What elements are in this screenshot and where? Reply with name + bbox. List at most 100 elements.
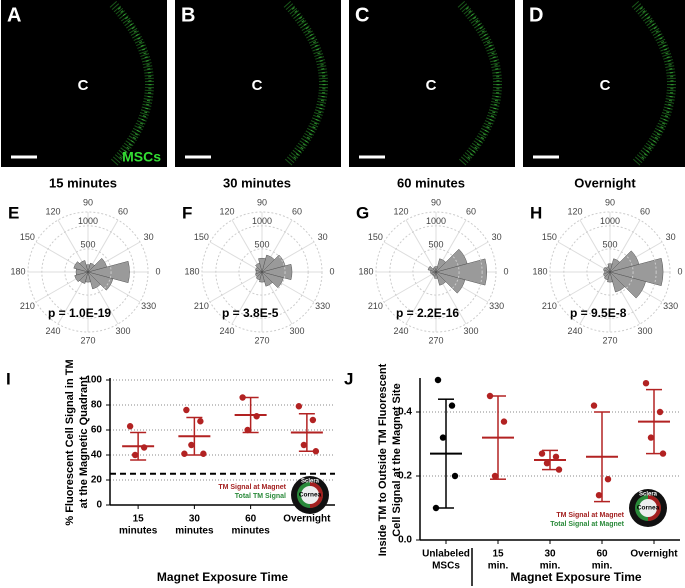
rose-sector <box>255 266 263 273</box>
theta-tick-label: 30 <box>318 232 328 242</box>
rose-sector <box>261 271 284 289</box>
y-axis-label: Cell Signal at the Magnet Site <box>391 383 403 536</box>
spoke <box>579 271 611 325</box>
theta-tick-label: 120 <box>393 207 408 217</box>
spoke <box>383 241 437 273</box>
theta-tick-label: 210 <box>20 301 35 311</box>
y-tick-label: 20 <box>91 475 103 486</box>
r-tick-label: 500 <box>602 239 617 249</box>
theta-tick-label: 120 <box>45 207 60 217</box>
rose-sector <box>609 250 640 273</box>
x-tick-label: minutes <box>175 526 214 537</box>
center-label: C <box>600 77 611 94</box>
data-point <box>312 448 320 455</box>
panel-label: G <box>356 203 369 222</box>
rose-sector <box>609 258 621 273</box>
spoke <box>383 271 437 303</box>
caption: 60 minutes <box>397 175 465 190</box>
panel-label: C <box>355 4 369 26</box>
x-tick-label: min. <box>488 561 509 572</box>
theta-tick-label: 210 <box>542 301 557 311</box>
data-point <box>183 406 190 414</box>
theta-tick-label: 30 <box>666 232 676 242</box>
theta-tick-label: 240 <box>219 326 234 336</box>
theta-tick-label: 90 <box>257 197 267 207</box>
data-point <box>604 476 612 483</box>
rose-sector <box>434 266 438 273</box>
x-tick-label: MSCs <box>432 561 460 572</box>
stain-label: MSCs <box>122 149 161 165</box>
radial-grid <box>586 248 634 296</box>
rose-sector <box>435 271 466 294</box>
micrograph <box>175 0 341 167</box>
r-tick-label: 500 <box>428 239 443 249</box>
spoke <box>405 271 437 325</box>
theta-tick-label: 300 <box>289 326 304 336</box>
theta-tick-label: 150 <box>194 232 209 242</box>
legend-label: TM Signal at Magnet <box>556 512 624 519</box>
theta-tick-label: 0 <box>329 266 334 276</box>
x-tick-label: 15 <box>133 514 145 525</box>
panel-label: H <box>530 203 542 222</box>
data-point <box>451 472 459 480</box>
data-point <box>448 402 456 409</box>
legend-cornea <box>639 499 657 517</box>
theta-tick-label: 90 <box>431 197 441 207</box>
theta-tick-label: 150 <box>542 232 557 242</box>
x-tick-label: Unlabeled <box>422 549 470 560</box>
theta-tick-label: 240 <box>45 326 60 336</box>
spoke <box>557 271 611 303</box>
data-point <box>181 450 188 457</box>
rose-sector <box>87 262 95 273</box>
y-axis-label: Inside TM to Outside TM Fluorescent <box>377 363 389 556</box>
rose-sector <box>261 254 286 273</box>
theta-tick-label: 90 <box>605 197 615 207</box>
theta-tick-label: 0 <box>677 266 682 276</box>
micrograph <box>349 0 515 167</box>
legend-label: Total TM Signal <box>235 493 286 500</box>
rose-sector <box>87 271 114 291</box>
spoke <box>87 219 119 273</box>
data-point <box>439 434 447 441</box>
data-point <box>295 403 303 410</box>
y-axis-label: at the Magnetic Quadrant <box>78 376 90 508</box>
data-point <box>131 451 139 459</box>
data-point <box>491 472 499 480</box>
r-tick-label: 500 <box>254 239 269 249</box>
data-point <box>595 492 603 499</box>
data-point <box>126 423 134 430</box>
legend-inner: Cornea <box>299 492 322 499</box>
panel-label: E <box>8 203 19 222</box>
data-point <box>197 418 204 425</box>
theta-tick-label: 60 <box>118 207 128 217</box>
theta-tick-label: 180 <box>532 266 547 276</box>
theta-tick-label: 150 <box>368 232 383 242</box>
theta-tick-label: 300 <box>463 326 478 336</box>
rose-sector <box>73 261 89 273</box>
caption: 30 minutes <box>223 175 291 190</box>
center-label: C <box>252 77 263 94</box>
r-tick-label: 1000 <box>252 216 272 226</box>
data-point <box>432 504 440 512</box>
p-value: p = 1.0E-19 <box>48 306 111 320</box>
data-point <box>188 441 195 449</box>
data-point <box>200 450 207 457</box>
panel-label: A <box>7 4 21 26</box>
theta-tick-label: 60 <box>640 207 650 217</box>
legend-label: Total Signal at Magnet <box>550 521 624 528</box>
theta-tick-label: 30 <box>144 232 154 242</box>
data-point <box>656 408 664 416</box>
y-axis-label: % Fluorescent Cell Signal in TM <box>64 359 76 525</box>
panel-label: F <box>182 203 192 222</box>
theta-tick-label: 210 <box>368 301 383 311</box>
data-point <box>555 466 563 473</box>
data-point <box>434 376 442 384</box>
spoke <box>231 219 263 273</box>
legend-outer: Sclera <box>639 492 658 498</box>
micrograph <box>523 0 685 167</box>
theta-tick-label: 60 <box>292 207 302 217</box>
spoke <box>557 241 611 273</box>
center-label: C <box>78 77 89 94</box>
data-point <box>659 450 667 457</box>
theta-tick-label: 300 <box>115 326 130 336</box>
